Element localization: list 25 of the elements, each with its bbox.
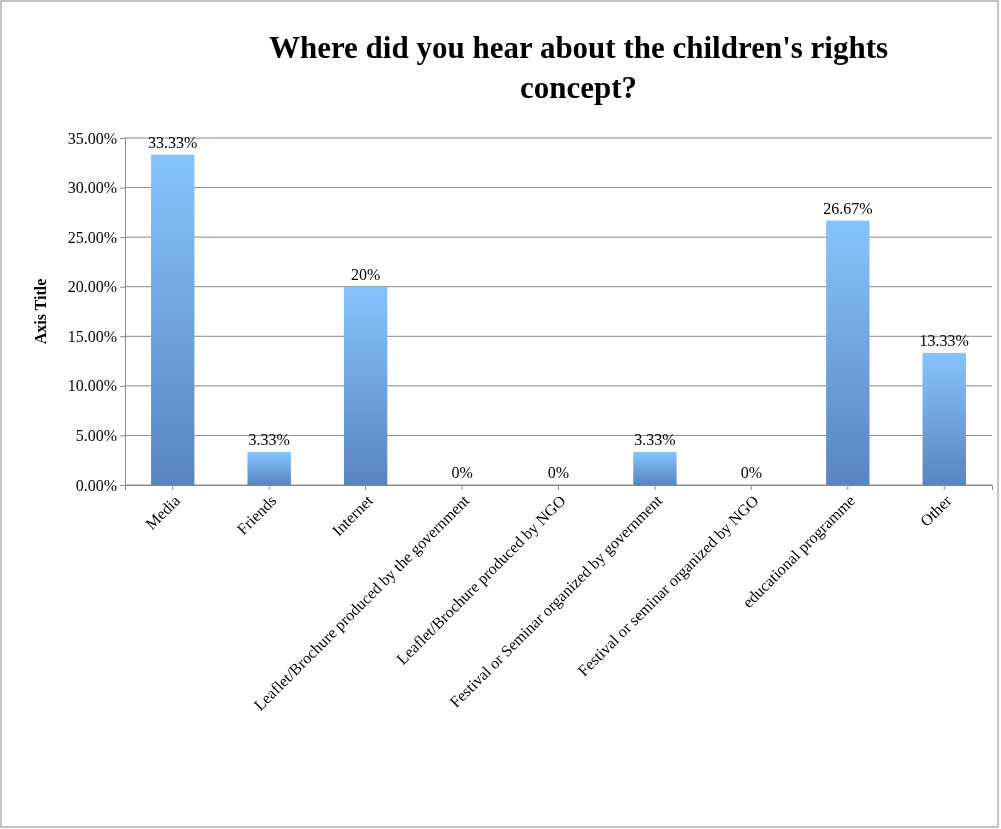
data-label: 20%: [350, 265, 381, 283]
chart-title: Where did you hear about the children's rights concept?: [268, 30, 889, 105]
data-label: 0%: [547, 464, 570, 481]
data-label: 26.67%: [823, 199, 873, 217]
data-label: 13.33%: [919, 331, 969, 349]
data-label: 33.33%: [148, 133, 198, 151]
y-tick-label: 25.00%: [67, 228, 117, 246]
bar: [826, 220, 870, 485]
y-axis-title: Axis Title: [32, 278, 49, 345]
bar: [922, 352, 966, 485]
y-tick-label: 10.00%: [67, 377, 117, 395]
y-tick-label: 15.00%: [67, 327, 117, 345]
data-label: 0%: [740, 464, 763, 481]
bar: [633, 451, 677, 485]
y-tick-label: 30.00%: [67, 179, 117, 197]
data-label: 3.33%: [248, 430, 290, 448]
y-tick-label: 0.00%: [75, 476, 117, 494]
y-tick-label: 20.00%: [67, 278, 117, 296]
data-label: 3.33%: [634, 430, 676, 448]
y-tick-label: 35.00%: [67, 129, 117, 147]
y-tick-label: 5.00%: [75, 427, 117, 445]
data-label: 0%: [451, 464, 473, 481]
bar: [247, 451, 291, 485]
bar: [151, 154, 195, 485]
bar: [343, 286, 388, 485]
